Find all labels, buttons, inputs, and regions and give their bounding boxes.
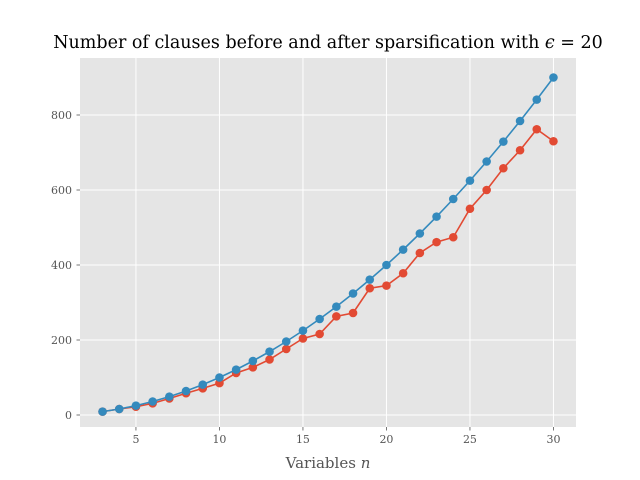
data-point	[332, 312, 341, 321]
data-point	[365, 283, 375, 293]
data-point	[482, 157, 491, 166]
series-line	[102, 77, 555, 413]
grid	[80, 58, 576, 427]
data-point	[532, 95, 542, 104]
data-point	[499, 137, 508, 146]
data-point	[398, 245, 408, 254]
y-axis-ticks: 0 200 400 600 800	[51, 109, 80, 422]
data-point	[482, 185, 491, 195]
x-axis-label-symbol: n	[361, 454, 371, 472]
data-point	[215, 373, 224, 382]
data-point	[382, 260, 391, 270]
data-point	[298, 326, 308, 335]
data-point	[499, 163, 508, 173]
data-point	[231, 365, 241, 374]
chart-title: Number of clauses before and after spars…	[53, 33, 603, 53]
data-point	[98, 407, 107, 416]
data-point	[415, 248, 425, 258]
data-point	[549, 73, 558, 82]
x-tick-label: 15	[296, 433, 310, 446]
data-point	[515, 145, 525, 155]
data-point	[165, 392, 174, 401]
data-point	[465, 204, 475, 214]
x-tick-label: 30	[546, 433, 560, 446]
y-tick-label: 200	[51, 334, 72, 347]
data-point	[448, 194, 458, 204]
data-point	[315, 314, 324, 324]
data-point	[332, 302, 341, 311]
data-point	[549, 136, 558, 146]
x-tick-label: 25	[463, 433, 477, 446]
data-point	[114, 404, 124, 414]
y-tick-label: 800	[51, 109, 72, 122]
data-point	[348, 308, 358, 318]
data-point	[181, 386, 191, 396]
data-point	[532, 124, 542, 134]
data-point	[348, 289, 358, 298]
data-point	[248, 363, 258, 372]
data-point	[432, 212, 441, 221]
x-axis-label-main: Variables	[285, 454, 361, 472]
data-point	[398, 268, 408, 278]
chart-title-main: Number of clauses before and after spars…	[53, 33, 545, 53]
x-tick-label: 20	[379, 433, 393, 446]
series-line	[102, 128, 554, 413]
data-point	[415, 229, 425, 238]
y-tick-label: 600	[51, 184, 72, 197]
data-point	[248, 356, 258, 366]
data-point	[365, 275, 375, 284]
data-point	[265, 355, 274, 364]
data-point	[131, 401, 141, 410]
y-tick-label: 0	[65, 409, 72, 422]
data-point	[148, 397, 157, 406]
series-2	[98, 73, 558, 416]
x-tick-label: 5	[132, 433, 139, 446]
data-point	[432, 237, 441, 247]
chart-title-symbol: ϵ	[545, 33, 555, 53]
y-tick-label: 400	[51, 259, 72, 272]
x-tick-label: 10	[212, 433, 226, 446]
data-point	[515, 116, 525, 126]
chart-title-value: = 20	[555, 33, 603, 53]
data-point	[298, 334, 308, 343]
plot-background	[80, 58, 576, 427]
series-group	[98, 73, 558, 416]
data-point	[265, 347, 274, 356]
data-point	[281, 337, 291, 346]
data-point	[382, 281, 391, 290]
data-point	[281, 344, 291, 354]
data-point	[448, 232, 458, 242]
data-point	[198, 380, 208, 389]
data-point	[465, 176, 475, 185]
data-point	[315, 329, 324, 339]
x-axis-ticks: 5 10 15 20 25 30	[132, 427, 560, 446]
x-axis-label: Variables n	[285, 454, 371, 472]
